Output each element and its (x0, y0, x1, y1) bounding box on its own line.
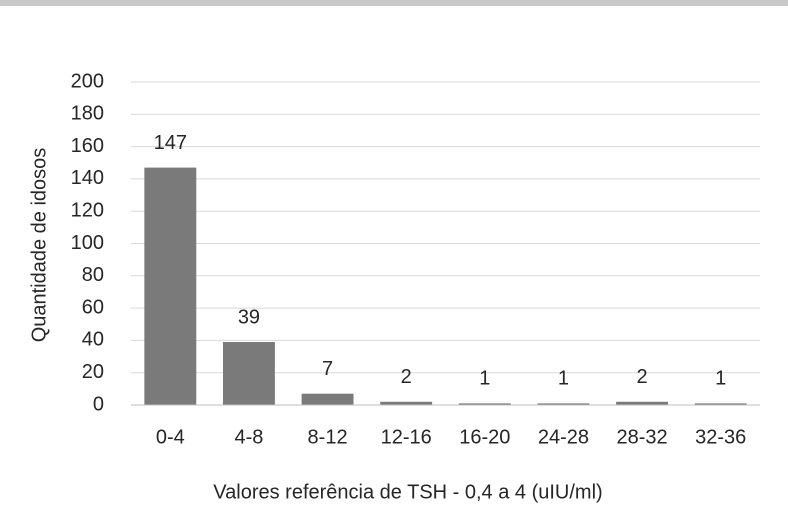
y-tick-label: 180 (71, 103, 104, 125)
data-label: 1 (558, 368, 569, 390)
y-tick-label: 100 (71, 232, 104, 254)
y-tick-label: 140 (71, 167, 104, 189)
top-border (0, 0, 788, 6)
data-label: 1 (479, 368, 490, 390)
bar (458, 403, 511, 405)
x-tick-label: 0-4 (156, 426, 185, 448)
data-label: 147 (154, 132, 187, 154)
x-tick-label: 4-8 (234, 426, 263, 448)
data-label: 39 (238, 306, 260, 328)
y-tick-label: 120 (71, 199, 104, 221)
y-tick-label: 0 (93, 393, 104, 415)
x-axis-title: Valores referência de TSH - 0,4 a 4 (uIU… (213, 481, 602, 503)
y-tick-label: 160 (71, 135, 104, 157)
x-tick-label: 28-32 (616, 426, 667, 448)
y-tick-label: 60 (82, 296, 104, 318)
x-tick-label: 8-12 (308, 426, 348, 448)
bar (380, 401, 433, 405)
y-tick-label: 20 (82, 361, 104, 383)
bar (144, 167, 197, 405)
data-label: 7 (322, 358, 333, 380)
data-label: 2 (637, 366, 648, 388)
bar (616, 401, 669, 405)
bar (301, 393, 354, 405)
x-tick-label: 24-28 (538, 426, 589, 448)
y-tick-label: 200 (71, 70, 104, 92)
bar (222, 342, 275, 405)
y-tick-label: 40 (82, 329, 104, 351)
y-axis-title: Quantidade de idosos (28, 148, 50, 343)
y-tick-label: 80 (82, 264, 104, 286)
data-label: 1 (715, 368, 726, 390)
bar (537, 403, 590, 405)
x-tick-label: 32-36 (695, 426, 746, 448)
bar (694, 403, 747, 405)
x-tick-label: 16-20 (459, 426, 510, 448)
data-label: 2 (401, 366, 412, 388)
x-tick-label: 12-16 (381, 426, 432, 448)
